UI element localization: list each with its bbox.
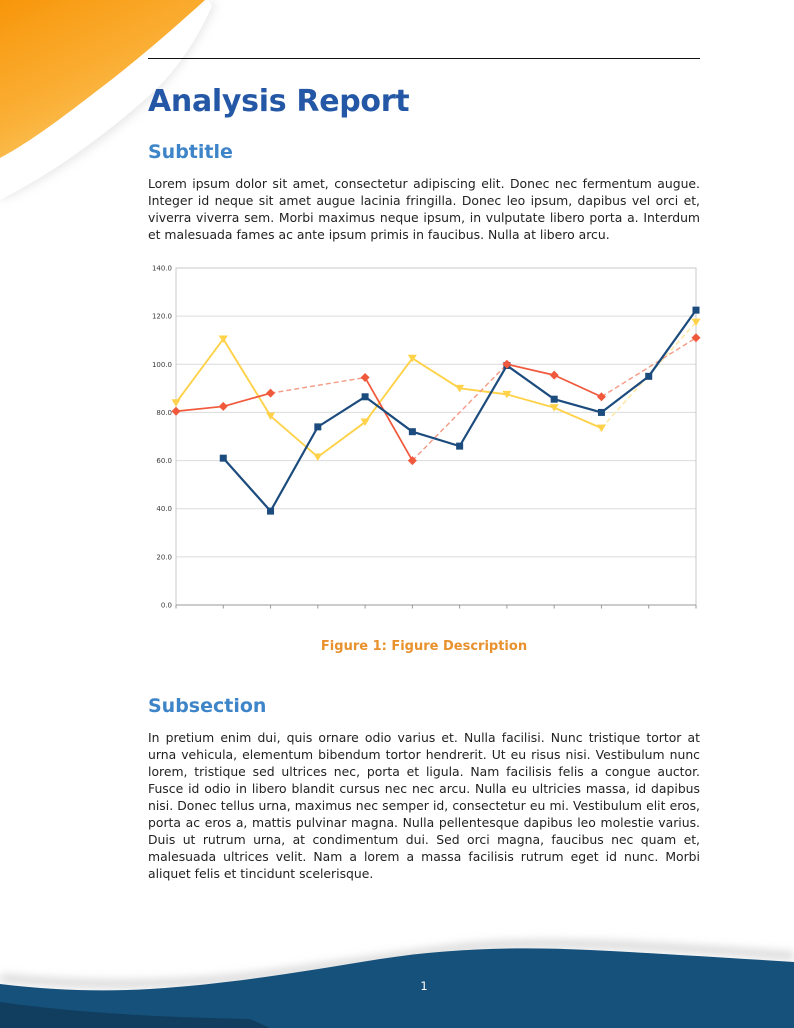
series-blue-squares <box>222 309 697 513</box>
corner-orange-blob <box>0 0 205 158</box>
svg-text:40.0: 40.0 <box>156 505 172 513</box>
report-title: Analysis Report <box>148 84 410 119</box>
paragraph-subsection: In pretium enim dui, quis ornare odio va… <box>148 730 700 881</box>
header-rule <box>148 58 700 59</box>
paragraph-subtitle: Lorem ipsum dolor sit amet, consectetur … <box>148 176 700 242</box>
section-heading-subtitle: Subtitle <box>148 141 233 163</box>
figure-caption: Figure 1: Figure Description <box>320 639 528 654</box>
chart-grid <box>175 267 697 609</box>
svg-text:20.0: 20.0 <box>156 553 172 561</box>
corner-white-swoosh <box>0 0 212 200</box>
footer-wave-graphic <box>0 940 794 1028</box>
svg-text:120.0: 120.0 <box>152 313 172 321</box>
markers-red-diamonds <box>171 333 701 466</box>
chart-y-axis-labels: 0.0 20.0 40.0 60.0 80.0 100.0 120.0 140.0 <box>152 265 172 610</box>
figure: 0.0 20.0 40.0 60.0 80.0 100.0 120.0 140.0 Figur… <box>148 257 701 654</box>
svg-text:60.0: 60.0 <box>156 457 172 465</box>
footer-wave-main <box>0 948 794 1028</box>
line-chart: 0.0 20.0 40.0 60.0 80.0 100.0 120.0 140.0 <box>148 257 708 613</box>
series-yellow-triangles <box>175 321 697 458</box>
svg-text:100.0: 100.0 <box>152 361 172 369</box>
page-number: 1 <box>420 979 428 993</box>
content-column: Analysis Report Subtitle Lorem ipsum dol… <box>148 0 701 882</box>
markers-yellow-triangles <box>171 318 701 461</box>
line-chart-svg: 0.0 20.0 40.0 60.0 80.0 100.0 120.0 140.0 <box>152 265 701 610</box>
svg-text:80.0: 80.0 <box>156 409 172 417</box>
svg-text:0.0: 0.0 <box>161 602 172 610</box>
section-heading-subsection: Subsection <box>148 695 267 717</box>
svg-text:140.0: 140.0 <box>152 265 172 273</box>
markers-blue-squares <box>219 306 700 515</box>
corner-decoration-graphic <box>0 0 216 200</box>
footer-wave-dark <box>0 1002 270 1028</box>
footer-wave-shadow <box>0 940 794 988</box>
